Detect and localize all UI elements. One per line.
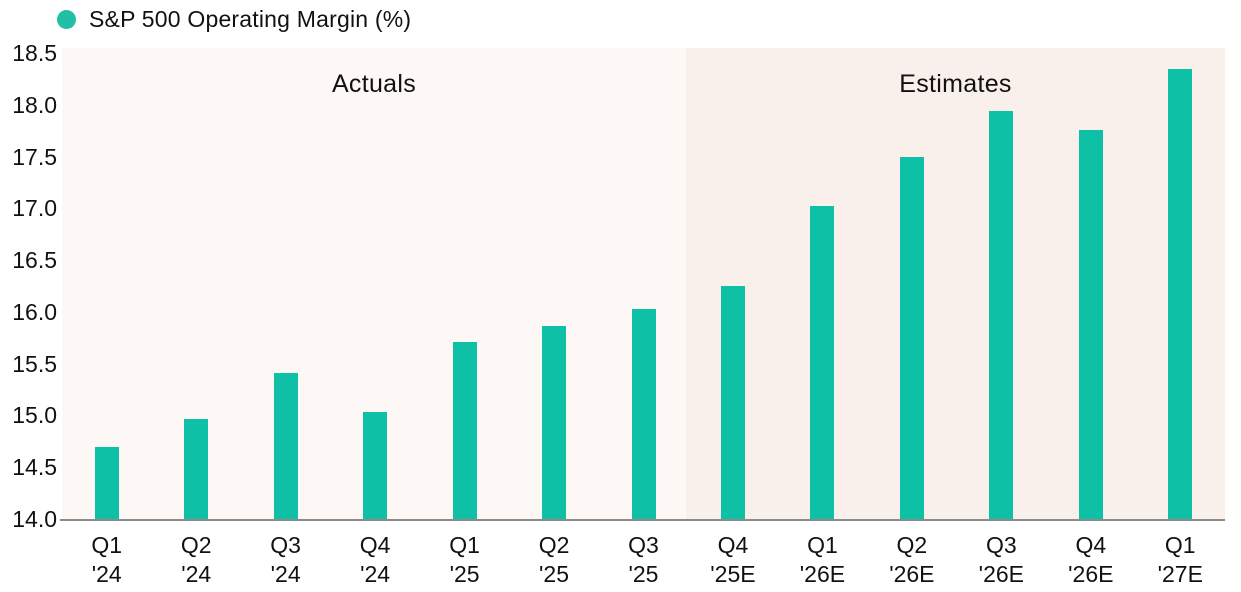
estimates-region: Estimates: [686, 48, 1225, 519]
y-tick-label-14.5: 14.5: [12, 454, 57, 481]
bar-q1-24: [94, 446, 119, 519]
y-tick-label-17.5: 17.5: [12, 143, 57, 170]
y-tick-label-18.0: 18.0: [12, 91, 57, 118]
y-tick-label-18.5: 18.5: [12, 40, 57, 66]
x-tick-label-q3-25: Q3'25: [628, 532, 659, 587]
estimates-region-label: Estimates: [899, 70, 1012, 98]
bar-q1-25: [452, 341, 477, 519]
y-tick-label-16.5: 16.5: [12, 247, 57, 274]
bar-q3-24: [273, 372, 298, 519]
x-tick-label-q2-26e: Q2'26E: [889, 532, 935, 587]
bar-q4-26e: [1078, 129, 1103, 519]
actuals-region-label: Actuals: [331, 70, 417, 98]
x-tick-label-q2-24: Q2'24: [180, 532, 212, 587]
bar-q2-26e: [899, 156, 924, 519]
x-tick-label-q4-25e: Q4'25E: [710, 532, 756, 587]
y-tick-label-15.5: 15.5: [12, 350, 57, 377]
y-tick-label-15.0: 15.0: [12, 402, 57, 429]
y-tick-label-16.0: 16.0: [12, 298, 57, 325]
bar-q2-25: [542, 326, 567, 519]
bar-q1-27e: [1168, 68, 1193, 519]
bar-q2-24: [184, 418, 209, 519]
legend-dot-icon: [57, 10, 76, 29]
x-tick-label-q1-25: Q1'25: [449, 532, 480, 587]
x-tick-label-q4-26e: Q4'26E: [1068, 532, 1114, 587]
legend: S&P 500 Operating Margin (%): [57, 6, 411, 33]
bar-q1-26e: [810, 206, 835, 519]
x-tick-label-q4-24: Q4'24: [359, 532, 391, 587]
bar-q4-24: [363, 412, 388, 519]
x-tick-label-q3-24: Q3'24: [270, 532, 301, 587]
x-tick-label-q1-26e: Q1'26E: [799, 532, 846, 587]
x-tick-label-q2-25: Q2'25: [538, 532, 570, 587]
x-tick-label-q1-27e: Q1'27E: [1157, 532, 1203, 587]
bar-q3-26e: [989, 110, 1014, 519]
x-tick-label-q3-26e: Q3'26E: [978, 532, 1025, 587]
y-tick-label-17.0: 17.0: [12, 195, 57, 222]
x-axis-line: [60, 519, 1225, 521]
legend-label: S&P 500 Operating Margin (%): [89, 6, 412, 32]
x-tick-label-q1-24: Q1'24: [91, 532, 123, 587]
y-tick-label-14.0: 14.0: [12, 506, 57, 532]
bar-q4-25e: [720, 286, 745, 519]
bar-q3-25: [631, 308, 656, 519]
